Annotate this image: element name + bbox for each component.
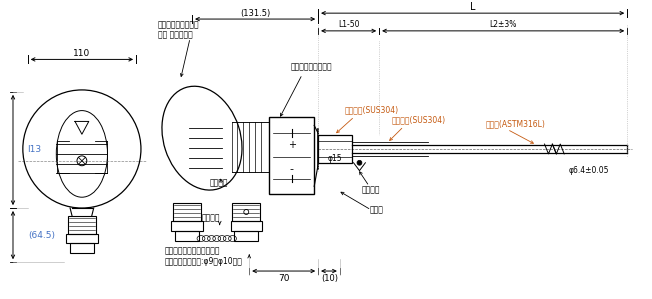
Bar [233,203,260,221]
Bar [269,118,314,194]
Text: キャップ: キャップ [210,178,228,187]
Bar [173,203,201,221]
Bar [66,234,98,243]
Text: 全周溶接: 全周溶接 [361,186,380,195]
Text: (10): (10) [321,274,338,283]
Circle shape [357,160,362,165]
Text: φ15: φ15 [328,154,342,163]
Text: φ6.4±0.05: φ6.4±0.05 [568,166,608,175]
Text: 防爆関連表示ラベル: 防爆関連表示ラベル [158,20,200,30]
Text: L1-50: L1-50 [338,20,359,30]
Bar [318,135,351,163]
Text: -: - [289,164,293,174]
Text: L: L [470,2,475,12]
Text: (64.5): (64.5) [29,231,55,239]
Text: 型式検定合格ラベル: 型式検定合格ラベル [291,63,332,72]
Text: 端子箱: 端子箱 [369,205,383,214]
Bar [171,221,203,231]
Bar [235,231,258,240]
Text: サポート(SUS304): サポート(SUS304) [392,115,446,124]
Text: L2±3%: L2±3% [490,20,517,30]
Text: 110: 110 [73,49,91,58]
Text: チェーン: チェーン [202,213,220,222]
Text: シース(ASTM316L): シース(ASTM316L) [486,119,545,128]
Text: l13: l13 [27,146,41,155]
Bar [68,216,96,234]
Text: （適応ケーブル径:φ9～φ10用）: （適応ケーブル径:φ9～φ10用） [164,257,243,266]
Text: (131.5): (131.5) [240,9,271,18]
Bar [70,243,94,253]
Text: 表面 製品ラベル: 表面 製品ラベル [158,30,192,39]
Text: +: + [288,140,295,150]
Text: 70: 70 [278,274,289,283]
Bar [175,231,199,240]
Text: ソケット(SUS304): ソケット(SUS304) [345,105,399,114]
Text: 耐圧防爆ケーブルグランド: 耐圧防爆ケーブルグランド [164,247,220,256]
Polygon shape [75,121,89,134]
Bar [231,221,262,231]
